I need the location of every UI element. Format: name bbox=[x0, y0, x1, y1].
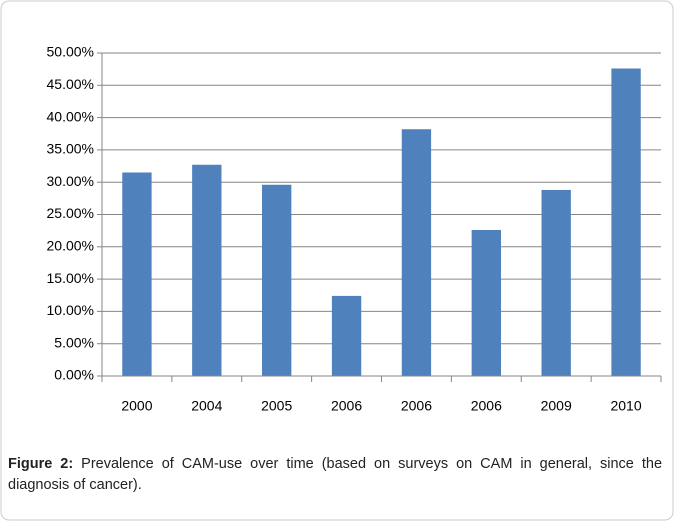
y-tick-label: 15.00% bbox=[47, 270, 94, 286]
y-tick-label: 40.00% bbox=[47, 108, 94, 124]
x-tick-label: 2010 bbox=[610, 398, 641, 414]
bar bbox=[122, 172, 152, 376]
bar bbox=[471, 230, 501, 376]
caption-text: Prevalence of CAM-use over time (based o… bbox=[8, 456, 663, 493]
y-tick-label: 30.00% bbox=[47, 173, 94, 189]
bar bbox=[192, 164, 222, 376]
x-tick-label: 2005 bbox=[261, 398, 292, 414]
x-tick-label: 2009 bbox=[541, 398, 572, 414]
x-tick-label: 2000 bbox=[121, 398, 152, 414]
caption-label: Figure 2: bbox=[8, 456, 74, 472]
x-tick-label: 2006 bbox=[471, 398, 502, 414]
y-tick-label: 35.00% bbox=[47, 141, 94, 157]
x-tick-label: 2006 bbox=[401, 398, 432, 414]
x-tick-label: 2004 bbox=[191, 398, 222, 414]
y-tick-label: 20.00% bbox=[47, 238, 94, 254]
x-tick-label: 2006 bbox=[331, 398, 362, 414]
y-tick-label: 25.00% bbox=[47, 205, 94, 221]
y-tick-label: 0.00% bbox=[54, 367, 94, 383]
caption: Figure 2: Prevalence of CAM-use over tim… bbox=[8, 454, 662, 496]
bar bbox=[262, 184, 292, 376]
y-tick-label: 45.00% bbox=[47, 76, 94, 92]
bar bbox=[401, 129, 432, 376]
y-tick-label: 5.00% bbox=[54, 334, 94, 350]
y-tick-label: 10.00% bbox=[47, 302, 94, 318]
bar bbox=[611, 68, 641, 376]
y-tick-label: 50.00% bbox=[47, 44, 94, 60]
bar bbox=[331, 295, 362, 376]
bar bbox=[541, 189, 571, 376]
